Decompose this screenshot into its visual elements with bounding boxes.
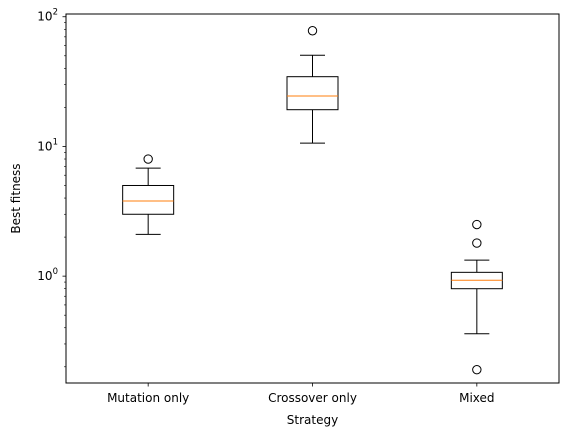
y-tick-label-base: 10	[37, 269, 52, 283]
box-group	[122, 26, 503, 375]
y-tick-label-exponent: 1	[53, 137, 58, 147]
y-tick-label-base: 10	[37, 10, 52, 24]
y-tick-label: 101	[37, 137, 58, 153]
x-tick-label: Mixed	[459, 391, 494, 405]
iqr-box	[286, 76, 339, 111]
x-tick-label: Crossover only	[268, 391, 357, 405]
outlier-point	[472, 364, 482, 375]
y-tick-label: 102	[37, 8, 58, 24]
box-1	[122, 154, 175, 235]
y-tick-label-exponent: 2	[53, 8, 58, 18]
y-axis-label: Best fitness	[9, 163, 23, 233]
y-tick-label-base: 10	[37, 139, 52, 153]
box-3	[450, 219, 503, 375]
x-axis-ticks: Mutation only Crossover only Mixed	[107, 383, 495, 405]
box-2	[286, 26, 339, 144]
outlier-point	[472, 238, 482, 248]
y-tick-label-exponent: 0	[53, 267, 58, 277]
x-axis-label: Strategy	[287, 413, 338, 427]
iqr-box	[122, 184, 175, 215]
outlier-point	[472, 219, 482, 230]
y-tick-label: 100	[37, 267, 58, 283]
outlier-point	[143, 154, 153, 164]
x-tick-label: Mutation only	[107, 391, 189, 405]
outlier-point	[307, 26, 318, 36]
